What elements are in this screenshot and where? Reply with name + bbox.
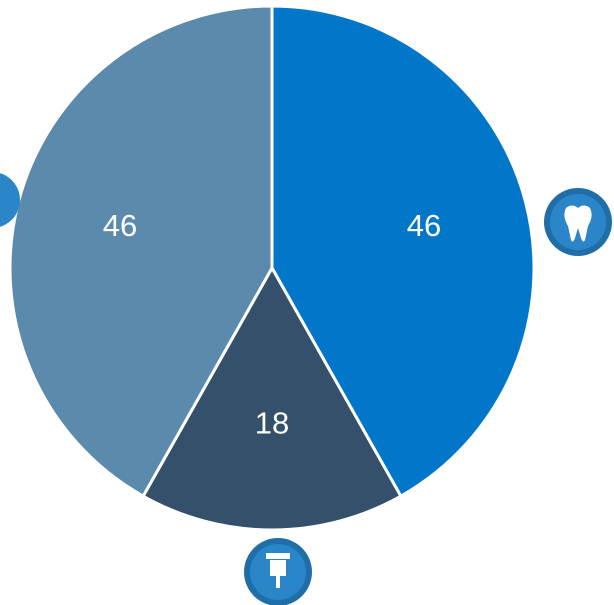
- slice: [141, 264, 403, 532]
- slice-label: 18: [255, 405, 289, 440]
- slice-label: 46: [103, 208, 137, 243]
- side-icon: [0, 173, 20, 227]
- slice-label: 46: [407, 208, 441, 243]
- slice: [270, 4, 536, 499]
- slices: [8, 4, 536, 532]
- syringe-icon: [244, 538, 312, 605]
- tooth-icon: [544, 188, 612, 256]
